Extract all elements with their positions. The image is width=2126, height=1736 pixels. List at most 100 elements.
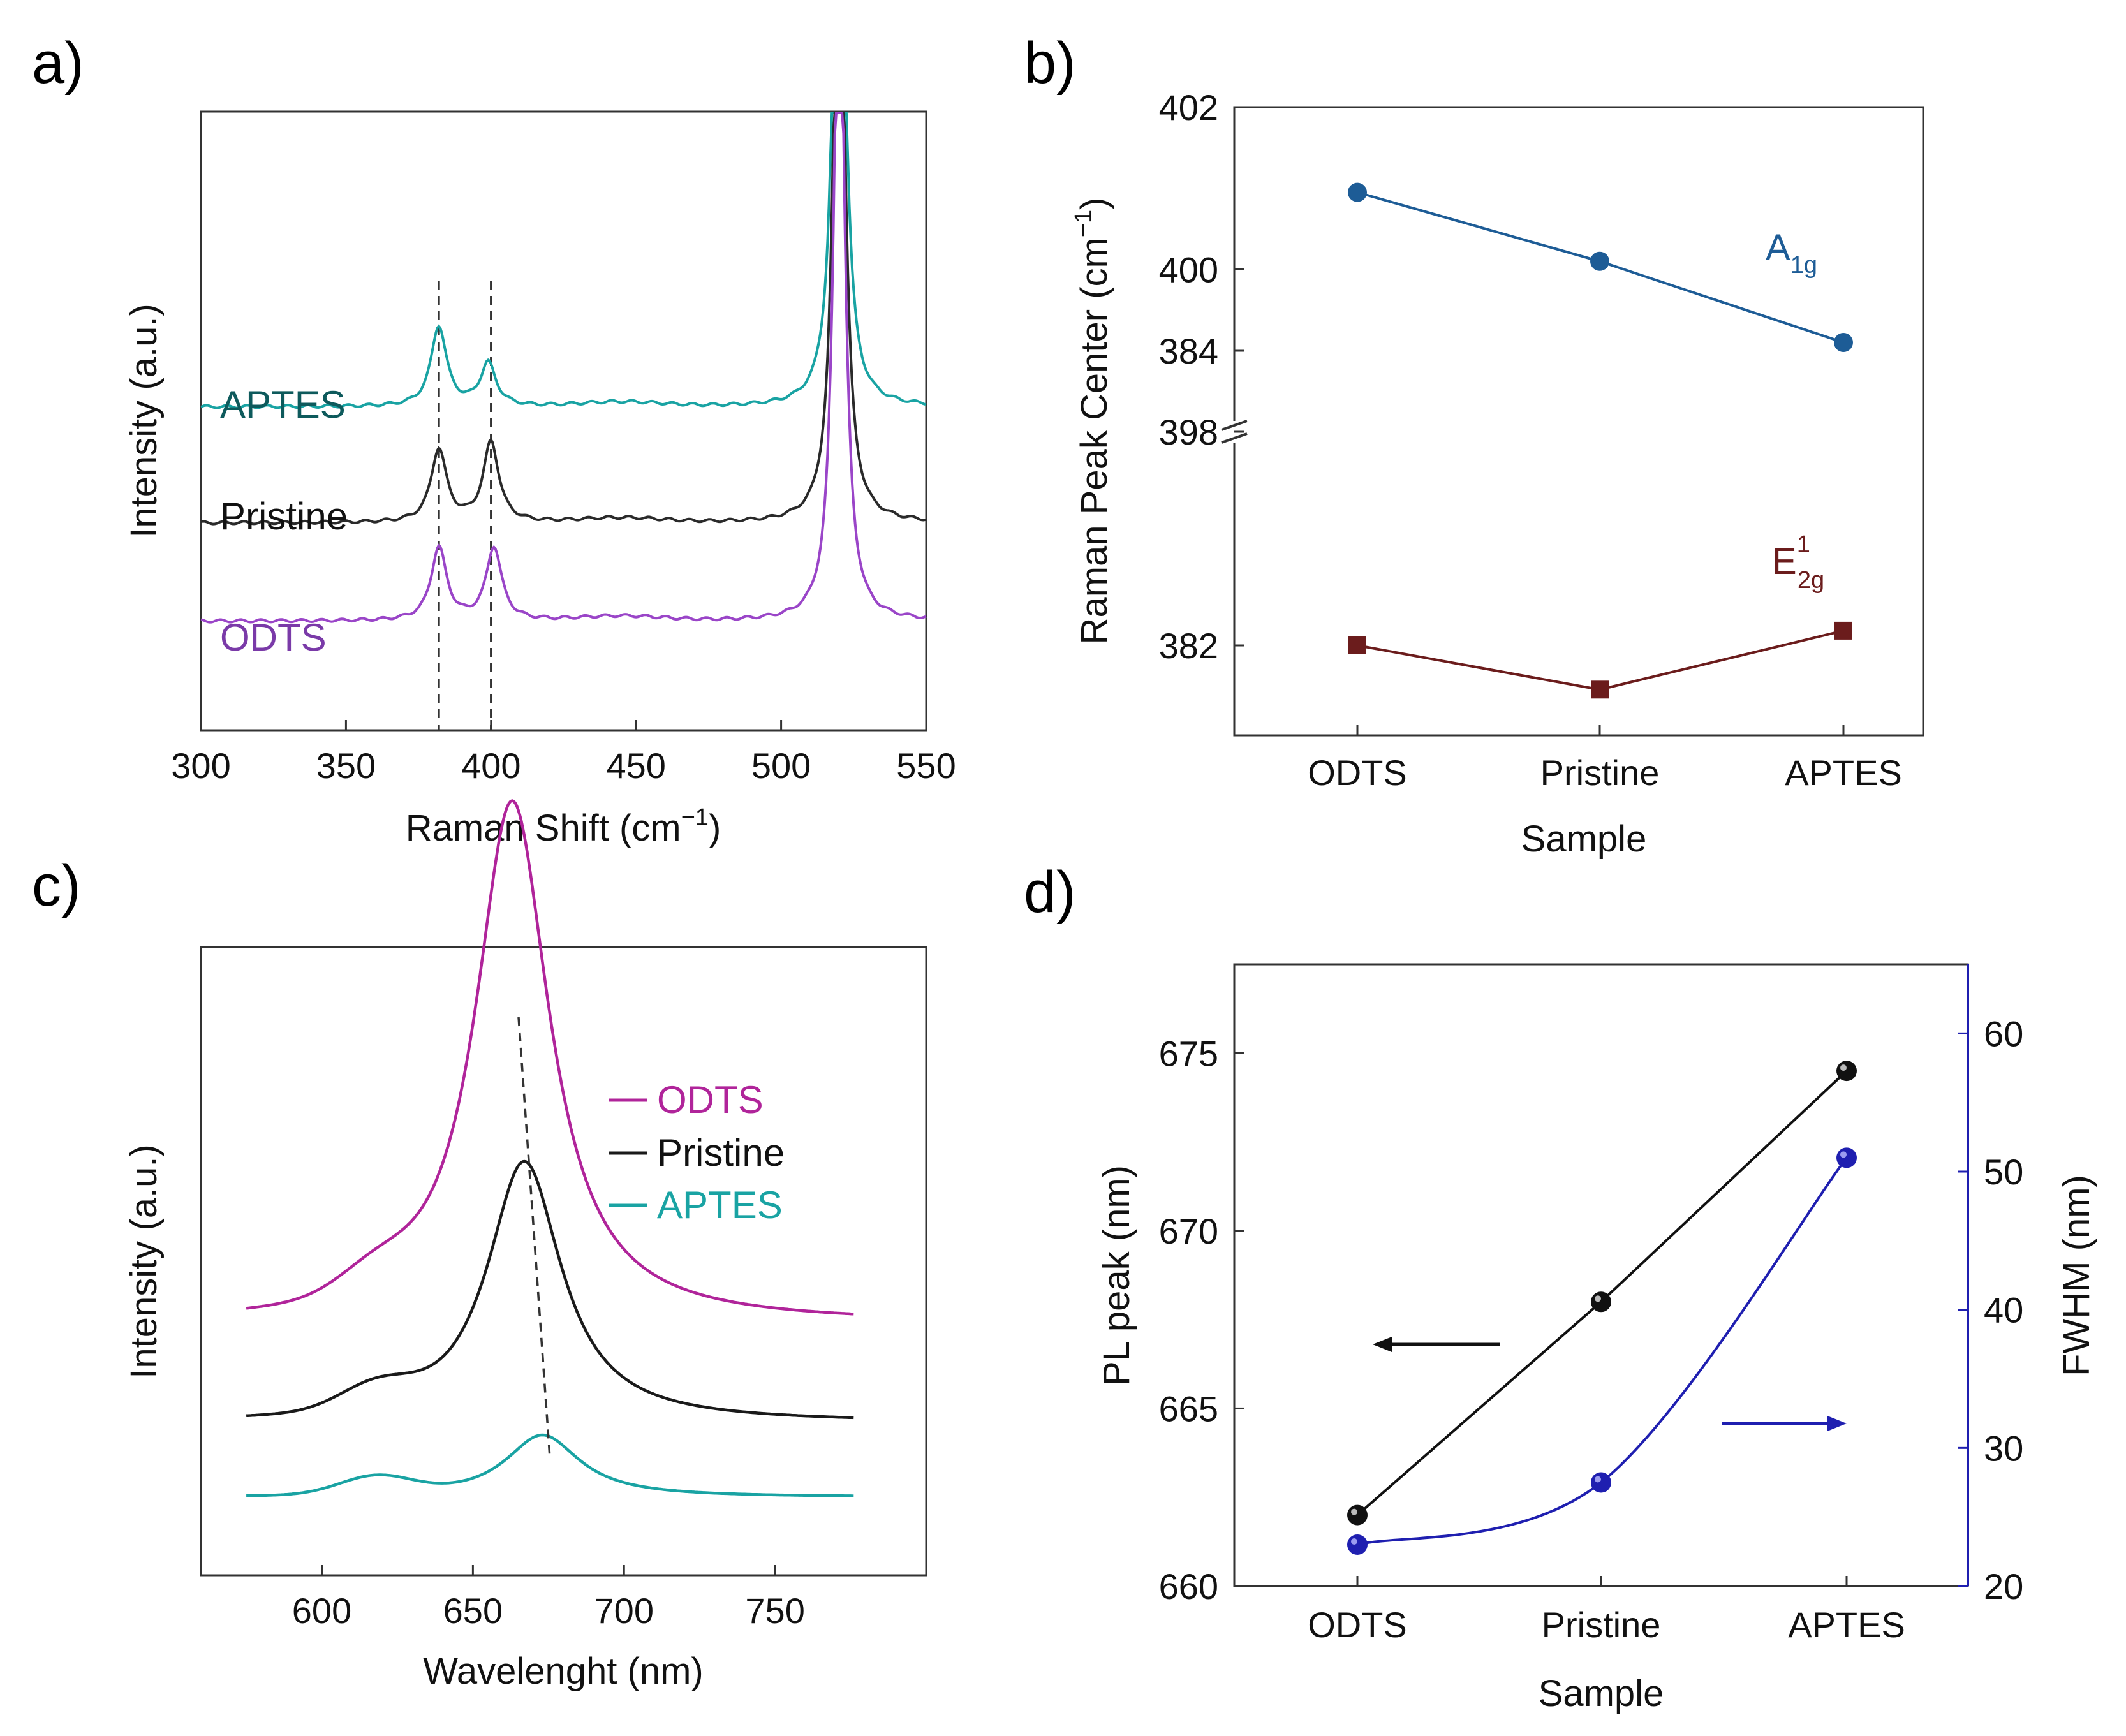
panel-b-x-ticks: ODTS Pristine APTES (1308, 725, 1902, 793)
y-tick-label-left: 665 (1159, 1388, 1218, 1429)
panel-d-y-axis-label-right: FWHM (nm) (2056, 1175, 2097, 1376)
spectrum-line-aptes (246, 1433, 854, 1497)
data-point-e12g (1348, 636, 1366, 654)
panel-a-x-axis-label: Raman Shift (cm−1) (406, 804, 721, 849)
panel-a-spectra (200, 112, 927, 624)
left-axis-arrow-head (1373, 1337, 1392, 1352)
y-tick-label: 402 (1159, 87, 1218, 128)
data-point-a1g (1834, 333, 1853, 353)
legend-label-pristine: Pristine (657, 1131, 785, 1174)
series-label-a1g: A1g (1766, 227, 1817, 279)
spectrum-line-odts (200, 112, 927, 624)
panel-label-a: a) (32, 31, 84, 96)
spectrum-line-aptes (200, 112, 927, 409)
spectrum-line-pristine (246, 1159, 854, 1420)
panel-b-axis-break-mark-upper (1221, 420, 1248, 431)
x-tick-label: 300 (171, 746, 230, 786)
panel-b-x-axis-label: Sample (1521, 818, 1647, 860)
panel-b-y-ticks: 398 400 402 382 384 (1159, 87, 1244, 666)
panel-a-x-axis-label-sup: −1 (681, 804, 709, 831)
y-tick-label-right: 60 (1984, 1013, 2023, 1054)
y-tick-label-left: 675 (1159, 1033, 1218, 1073)
panel-c-frame (200, 946, 927, 1577)
panel-a-raman-spectra: 300 350 400 450 500 550 APTES Pristine ODTS R… (123, 110, 956, 849)
legend-label-odts: ODTS (657, 1078, 764, 1121)
panel-c-x-axis-label: Wavelenght (nm) (423, 1651, 703, 1692)
data-point-a1g (1348, 182, 1367, 202)
y-tick-label: 398 (1159, 412, 1218, 452)
data-point-fwhm (1591, 1472, 1611, 1493)
x-tick-label: 600 (292, 1591, 351, 1631)
y-tick-label-right: 30 (1984, 1428, 2023, 1468)
data-point-highlight (1595, 1476, 1601, 1483)
series-label-e12g-sub: 2g (1798, 567, 1824, 594)
y-tick-label-right: 40 (1984, 1290, 2023, 1330)
panel-d-x-ticks: ODTS Pristine APTES (1308, 1576, 1905, 1645)
panel-d-y-ticks: 660 665 670 675 20 30 40 50 60 (1159, 1013, 2024, 1607)
data-point-highlight (1840, 1064, 1847, 1071)
x-tick-label: ODTS (1308, 1605, 1407, 1645)
y-tick-label: 384 (1159, 331, 1218, 371)
series-label-aptes: APTES (220, 383, 346, 426)
y-tick-label: 400 (1159, 250, 1218, 290)
right-axis-arrow-head (1827, 1416, 1847, 1431)
panel-b-series (1348, 182, 1853, 699)
x-tick-label: Pristine (1540, 753, 1660, 793)
panel-d-x-axis-label: Sample (1539, 1673, 1664, 1714)
data-point-fwhm (1347, 1534, 1368, 1555)
data-point-a1g (1590, 251, 1609, 271)
y-tick-label: 382 (1159, 626, 1218, 666)
x-tick-label: APTES (1785, 753, 1902, 793)
panel-c-y-axis-label: Intensity (a.u.) (123, 1144, 165, 1378)
series-label-pristine: Pristine (220, 495, 348, 538)
x-tick-label: 650 (443, 1591, 503, 1631)
data-point-highlight (1595, 1295, 1601, 1302)
panel-b-axis-break-mark-lower (1221, 432, 1248, 444)
data-point-fwhm (1836, 1147, 1857, 1168)
series-line-fwhm (1357, 1157, 1848, 1546)
panel-c-spectra (246, 799, 854, 1497)
x-tick-label: 450 (606, 746, 665, 786)
panel-b-y-axis-label-sup: −1 (1070, 210, 1097, 237)
x-tick-label: 700 (594, 1591, 654, 1631)
panel-label-c: c) (32, 853, 81, 918)
x-tick-label: 550 (896, 746, 956, 786)
x-tick-label: 750 (745, 1591, 804, 1631)
series-label-e12g-sup: 1 (1797, 531, 1810, 558)
panel-c-x-ticks: 600 650 700 750 (292, 1565, 805, 1631)
panel-label-d: d) (1024, 860, 1076, 925)
legend-label-aptes: APTES (657, 1184, 783, 1226)
data-point-e12g (1591, 680, 1609, 699)
data-point-e12g (1834, 621, 1852, 640)
panel-c-legend: ODTS Pristine APTES (609, 1078, 785, 1226)
data-point-highlight (1351, 1538, 1357, 1545)
panel-d-series (1347, 1061, 1857, 1555)
y-tick-label-right: 50 (1984, 1152, 2023, 1192)
data-point-pl-peak (1347, 1504, 1368, 1526)
panel-a-dashed-guides (438, 281, 492, 730)
series-label-a1g-sub: 1g (1790, 252, 1817, 279)
data-point-highlight (1840, 1151, 1847, 1158)
x-tick-label: 400 (461, 746, 520, 786)
data-point-highlight (1351, 1508, 1357, 1515)
data-point-pl-peak (1836, 1061, 1857, 1082)
panel-a-frame (200, 110, 927, 732)
panel-b-y-axis-label: Raman Peak Center (cm−1) (1070, 198, 1115, 645)
spectrum-line-odts (246, 799, 854, 1316)
x-tick-label: ODTS (1308, 753, 1407, 793)
y-tick-label-right: 20 (1984, 1566, 2023, 1607)
x-tick-label: 350 (316, 746, 376, 786)
panel-label-b: b) (1024, 31, 1076, 96)
panel-c-pl-spectra: 600 650 700 750 ODTS Pristine APTES Wavelen… (123, 799, 927, 1692)
x-tick-label: Pristine (1542, 1605, 1661, 1645)
x-tick-label: APTES (1788, 1605, 1905, 1645)
panel-b-frame (1233, 106, 1924, 737)
panel-c-dashed-peak-shift (517, 1017, 551, 1458)
y-tick-label-left: 670 (1159, 1211, 1218, 1251)
spectrum-line-pristine (200, 112, 927, 526)
panel-d-y-axis-label-left: PL peak (nm) (1096, 1165, 1137, 1386)
y-tick-label-left: 660 (1159, 1566, 1218, 1607)
panel-d-pl-peak-fwhm: 660 665 670 675 20 30 40 50 60 ODTS Pristine APTES… (1096, 963, 2097, 1714)
panel-b-peak-center: 398 400 402 382 384 ODTS Pristine APTES A1g E1… (1070, 87, 1924, 860)
